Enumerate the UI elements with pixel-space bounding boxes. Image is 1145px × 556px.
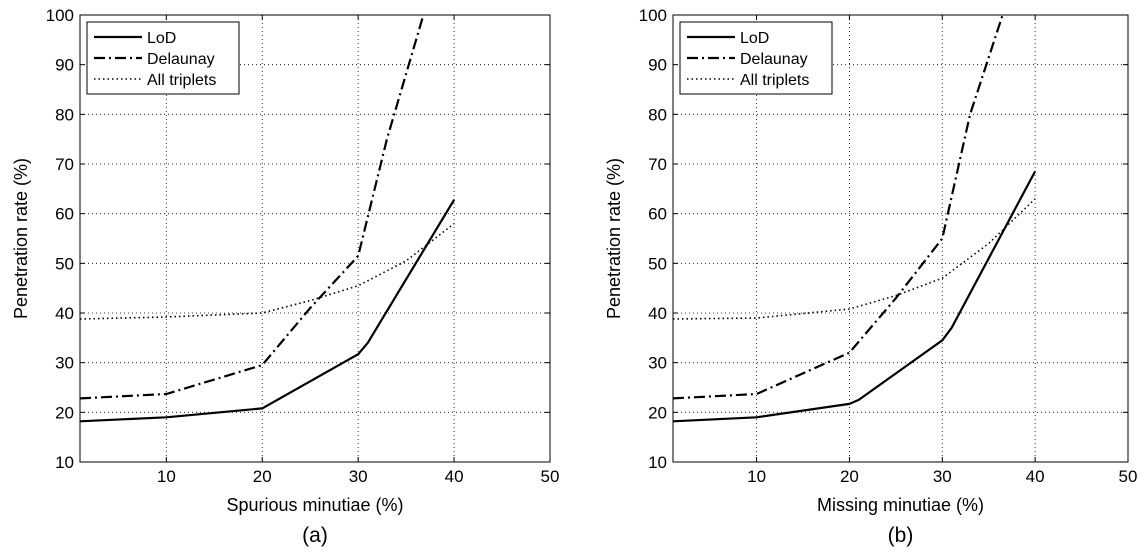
legend-label: Delaunay <box>740 51 808 68</box>
series-line-0 <box>80 199 456 423</box>
y-tick-label: 40 <box>55 304 74 323</box>
y-tick-label: 50 <box>55 254 74 273</box>
series-line-1 <box>80 15 425 400</box>
legend-label: All triplets <box>147 72 216 89</box>
x-axis-label: Missing minutiae (%) <box>817 495 984 515</box>
y-tick-label: 100 <box>46 6 74 25</box>
legend-label: LoD <box>147 30 176 47</box>
y-tick-label: 30 <box>55 354 74 373</box>
x-tick-label: 30 <box>349 467 368 486</box>
series-group <box>80 15 456 423</box>
y-tick-label: 60 <box>55 205 74 224</box>
series-group <box>673 15 1037 423</box>
series-line-0 <box>673 170 1037 423</box>
y-tick-label: 10 <box>648 453 667 472</box>
x-tick-label: 40 <box>445 467 464 486</box>
legend-box <box>86 21 240 95</box>
x-tick-label: 40 <box>1026 467 1045 486</box>
y-tick-label: 90 <box>55 56 74 75</box>
panel-label: (b) <box>888 524 914 547</box>
y-tick-label: 20 <box>55 403 74 422</box>
x-tick-label: 20 <box>840 467 859 486</box>
legend: LoD Delaunay All triplets <box>86 21 240 95</box>
chart-panel-1: 10 20 30 40 50 10 20 30 40 50 60 70 80 90 100 Spurious … <box>11 6 559 547</box>
x-tick-label: 30 <box>933 467 952 486</box>
series-line-2 <box>673 198 1036 320</box>
y-tick-label: 80 <box>55 105 74 124</box>
y-tick-label: 10 <box>55 453 74 472</box>
y-tick-label: 90 <box>648 56 667 75</box>
y-tick-label: 50 <box>648 254 667 273</box>
y-tick-label: 80 <box>648 105 667 124</box>
legend: LoD Delaunay All triplets <box>679 21 833 95</box>
y-tick-label: 60 <box>648 205 667 224</box>
x-tick-label: 50 <box>541 467 560 486</box>
plot-area <box>672 14 1129 463</box>
x-tick-label: 20 <box>253 467 272 486</box>
y-axis-label: Penetration rate (%) <box>604 158 624 319</box>
y-tick-label: 100 <box>639 6 667 25</box>
y-tick-label: 70 <box>648 155 667 174</box>
series-line-1 <box>673 15 1004 400</box>
series-line-2 <box>80 222 455 320</box>
x-tick-label: 10 <box>747 467 766 486</box>
legend-box <box>679 21 833 95</box>
legend-label: LoD <box>740 30 769 47</box>
y-axis-label: Penetration rate (%) <box>11 158 31 319</box>
y-tick-label: 30 <box>648 354 667 373</box>
y-tick-label: 20 <box>648 403 667 422</box>
x-axis-label: Spurious minutiae (%) <box>226 495 403 515</box>
legend-label: All triplets <box>740 72 809 89</box>
plot-area <box>79 14 551 463</box>
legend-label: Delaunay <box>147 51 215 68</box>
chart-panel-2: 10 20 30 40 50 10 20 30 40 50 60 70 80 90 100 Missing m… <box>604 6 1137 547</box>
y-tick-label: 40 <box>648 304 667 323</box>
x-tick-label: 10 <box>157 467 176 486</box>
x-tick-label: 50 <box>1119 467 1138 486</box>
y-tick-label: 70 <box>55 155 74 174</box>
panel-label: (a) <box>302 524 328 547</box>
